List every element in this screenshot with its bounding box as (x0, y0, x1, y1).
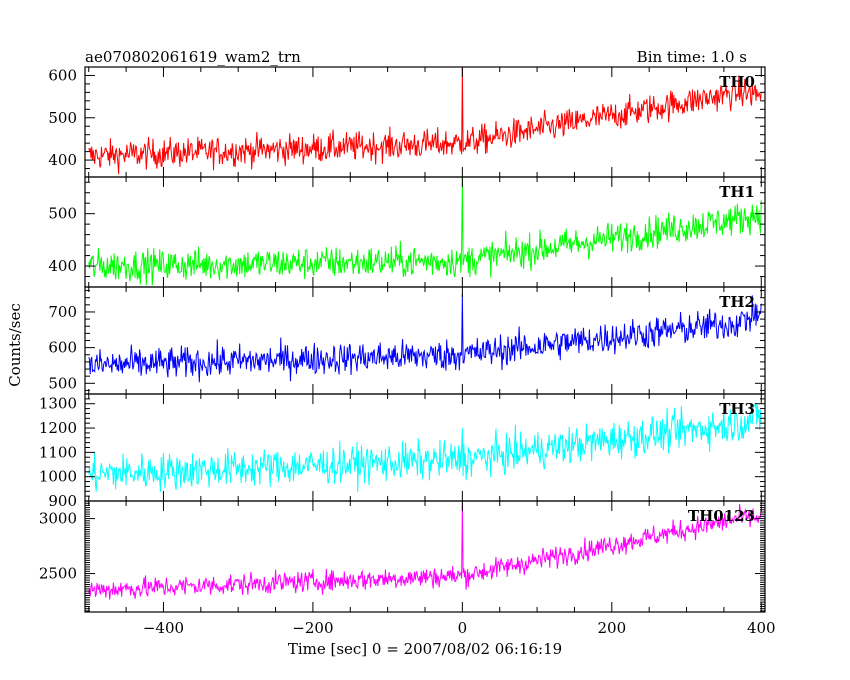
panel-label: TH0123 (688, 507, 755, 525)
y-tick-label: 3000 (39, 510, 77, 528)
panel-th0123: 2500 3000 TH0123 (39, 500, 766, 613)
series-line-th3 (88, 402, 762, 492)
panel-th1: 400 500 TH1 (48, 176, 766, 288)
series-line-th1 (88, 177, 762, 286)
y-tick-label: 2500 (39, 565, 77, 583)
bin-time-label: Bin time: 1.0 s (637, 48, 747, 66)
x-tick-label: 400 (747, 619, 776, 637)
x-tick-label: −400 (143, 619, 184, 637)
panel-label: TH3 (719, 400, 755, 418)
y-tick-label: 900 (48, 492, 77, 510)
y-tick-label: 700 (48, 303, 77, 321)
panels: 400 500 600 TH0 400 500 TH1 500 600 700 TH2 900 1000… (39, 66, 776, 637)
panel-th3: 900 1000 1100 1200 1300 TH3 (39, 393, 766, 510)
y-tick-label: 1100 (39, 443, 77, 461)
panel-frame (84, 500, 766, 613)
series-line-th0 (88, 67, 762, 175)
y-tick-label: 1200 (39, 419, 77, 437)
panel-th0: 400 500 600 TH0 (48, 66, 766, 178)
series-line-th2 (88, 294, 762, 383)
y-tick-label: 400 (48, 257, 77, 275)
y-tick-label: 400 (48, 151, 77, 169)
x-tick-label: −200 (292, 619, 333, 637)
series-line-th0123 (88, 502, 762, 600)
y-axis-label: Counts/sec (6, 303, 24, 387)
x-tick-label: 200 (597, 619, 626, 637)
y-tick-label: 500 (48, 205, 77, 223)
chart-title: ae070802061619_wam2_trn (85, 48, 301, 66)
y-tick-label: 600 (48, 339, 77, 357)
x-tick-label: 0 (458, 619, 468, 637)
y-tick-label: 1300 (39, 395, 77, 413)
panel-label: TH2 (719, 293, 755, 311)
y-tick-label: 500 (48, 109, 77, 127)
panel-th2: 500 600 700 TH2 (48, 286, 766, 395)
y-tick-label: 1000 (39, 468, 77, 486)
panel-label: TH1 (719, 183, 755, 201)
panel-label: TH0 (719, 73, 755, 91)
panel-frame (84, 286, 766, 395)
x-axis-label: Time [sec] 0 = 2007/08/02 06:16:19 (288, 640, 562, 658)
y-tick-label: 600 (48, 66, 77, 84)
y-tick-label: 500 (48, 374, 77, 392)
